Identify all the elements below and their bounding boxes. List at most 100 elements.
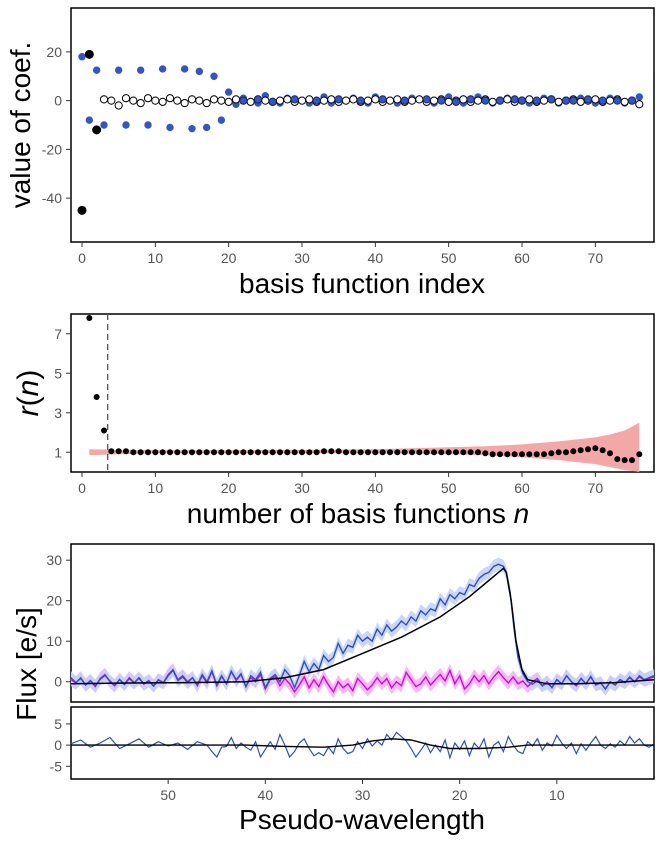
residual-x-tick-label: 40 — [258, 787, 274, 803]
coef-point-dark-blue-filled — [437, 96, 446, 105]
coef-point-dark-blue-filled — [583, 95, 593, 104]
coef-point-dark-blue-filled — [334, 95, 343, 104]
coef-point-open — [217, 96, 226, 105]
ratio-y-axis-paren-close: ) — [12, 370, 45, 380]
coef-point-black-filled — [84, 49, 94, 59]
coef-point-open — [151, 96, 160, 105]
coef-point-dark-blue-filled — [312, 96, 321, 105]
ratio-y-axis-label: r(n) — [12, 370, 45, 417]
ratio-y-tick-label: 3 — [54, 405, 62, 421]
ratio-point — [497, 451, 503, 458]
coef-point-blue-filled — [202, 123, 211, 132]
ratio-plot-frame — [70, 313, 655, 473]
ratio-ticks: 0 10 20 30 40 50 60 70 7 5 3 1 — [54, 326, 603, 496]
residual-x-tick-label: 50 — [160, 787, 176, 803]
coef-point-open — [246, 97, 255, 106]
coef-point-open — [297, 96, 307, 105]
ratio-point — [93, 393, 100, 400]
ratio-y-axis-paren-open: ( — [12, 396, 45, 406]
coef-point-dark-blue-filled — [627, 96, 637, 105]
ratio-point — [379, 449, 386, 456]
ratio-x-tick-label: 0 — [78, 480, 86, 496]
coef-point-dark-blue-filled — [451, 97, 461, 106]
ratio-point — [86, 314, 93, 321]
ratio-point — [350, 449, 357, 456]
coef-point-blue-filled — [166, 123, 174, 132]
coef-point-open — [385, 96, 395, 105]
coef-x-tick-label: 70 — [588, 250, 604, 266]
ratio-point — [482, 450, 489, 457]
ratio-point — [233, 449, 239, 456]
coef-x-tick-label: 60 — [514, 250, 530, 266]
coef-point-open — [224, 97, 233, 106]
residual-marks — [70, 731, 655, 760]
coef-point-dark-blue-filled — [356, 96, 365, 105]
coef-point-open — [488, 97, 497, 106]
ratio-point — [621, 457, 628, 464]
ratio-point — [291, 449, 298, 456]
coef-point-open — [165, 94, 175, 103]
coef-point-dark-blue-filled — [422, 95, 431, 104]
ratio-x-tick-label: 20 — [221, 480, 237, 496]
ratio-point — [343, 449, 349, 456]
residual-y-tick-label: 0 — [54, 737, 62, 753]
coef-point-open — [605, 96, 615, 105]
ratio-point — [262, 449, 269, 456]
ratio-x-tick-label: 50 — [441, 480, 457, 496]
flux-plot-frame — [70, 543, 655, 703]
flux-y-tick-label: 20 — [46, 593, 62, 609]
coef-point-open — [635, 100, 644, 109]
ratio-point — [269, 449, 276, 456]
coef-point-open — [275, 96, 285, 105]
ratio-uncertainty-band — [89, 422, 640, 472]
ratio-point — [335, 448, 342, 455]
residual-x-tick-label: 30 — [355, 787, 371, 803]
coef-point-open — [114, 101, 123, 110]
ratio-point — [167, 449, 173, 456]
coef-point-open — [99, 95, 109, 104]
ratio-point — [394, 449, 401, 456]
coef-point-blue-filled — [210, 72, 218, 80]
ratio-point — [416, 449, 423, 456]
ratio-x-tick-label: 70 — [588, 480, 604, 496]
flux-y-axis-label: Flux [e/s] — [11, 607, 42, 721]
coef-point-blue-filled — [100, 121, 108, 129]
flux-model-line — [70, 567, 655, 685]
coef-point-open — [319, 96, 329, 105]
ratio-point — [372, 449, 379, 456]
ratio-point — [137, 449, 144, 456]
coef-point-open — [459, 95, 468, 104]
ratio-point — [277, 449, 283, 456]
ratio-point — [431, 449, 437, 456]
coef-point-dark-blue-filled — [613, 96, 622, 105]
coef-point-blue-filled — [144, 121, 152, 129]
ratio-point — [255, 449, 261, 456]
residual-y-tick-label: 5 — [54, 716, 62, 732]
residual-x-tick-label: 20 — [452, 787, 468, 803]
coef-point-dark-blue-filled — [569, 96, 578, 105]
ratio-y-axis-label-var: r — [12, 405, 45, 416]
coef-point-open — [305, 95, 314, 104]
coef-point-open — [187, 95, 197, 104]
ratio-x-tick-label: 30 — [294, 480, 310, 496]
coef-point-blue-filled — [158, 65, 167, 73]
ratio-y-tick-label: 7 — [54, 326, 62, 342]
flux-panel: 30 20 10 0 Flux [e/s] — [11, 543, 655, 721]
ratio-point — [387, 449, 393, 456]
ratio-point — [585, 446, 591, 453]
coef-point-open — [341, 96, 351, 105]
coef-point-open — [107, 96, 116, 105]
coefficient-x-axis-label: basis function index — [239, 268, 485, 299]
ratio-point — [152, 449, 159, 456]
coef-point-dark-blue-filled — [547, 95, 556, 104]
coef-point-open — [407, 96, 417, 105]
ratio-panel: 0 10 20 30 40 50 60 70 7 5 3 1 number of basis func… — [12, 313, 655, 529]
ratio-point — [203, 449, 210, 456]
ratio-point — [189, 449, 195, 456]
coef-point-dark-blue-filled — [495, 96, 505, 105]
ratio-point — [489, 451, 496, 458]
ratio-point — [475, 449, 481, 456]
coef-point-open — [444, 97, 453, 106]
coef-point-open — [129, 96, 138, 105]
